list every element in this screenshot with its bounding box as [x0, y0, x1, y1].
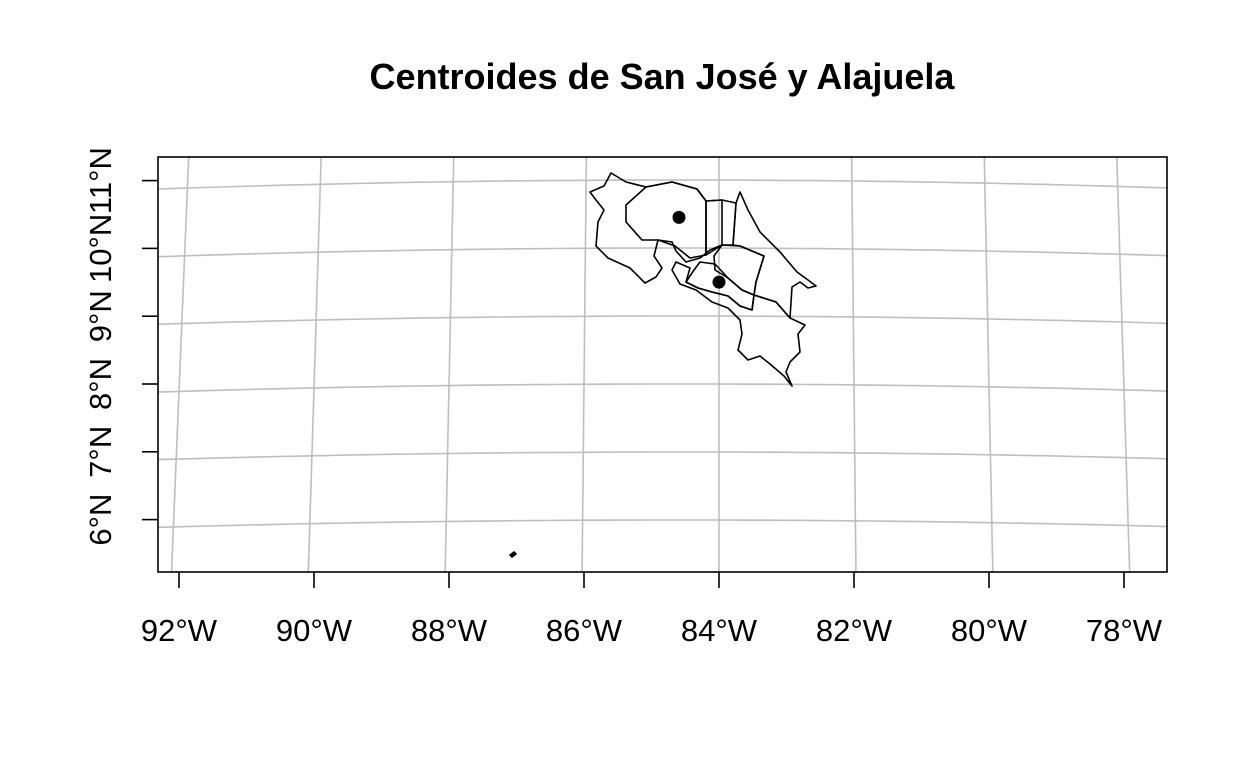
y-tick-label: 11°N [83, 147, 118, 214]
island-cocos [509, 551, 517, 558]
province-puntarenas [671, 261, 806, 387]
centroid-point [712, 275, 726, 289]
x-tick-label: 88°W [411, 613, 488, 648]
parallel-line [158, 519, 1167, 529]
axes: 92°W 90°W 88°W 86°W 84°W 82°W 80°W 78°W 6°N 7°N 8°… [83, 147, 1163, 648]
x-tick-label: 92°W [141, 613, 218, 648]
x-tick-label: 82°W [816, 613, 893, 648]
map-title: Centroides de San José y Alajuela [369, 56, 955, 97]
x-tick-label: 84°W [681, 613, 758, 648]
x-tick-label: 86°W [546, 613, 623, 648]
y-tick-label: 8°N [83, 358, 118, 410]
plot-frame [157, 156, 1168, 573]
province-limon [732, 191, 817, 319]
y-tick-label: 7°N [83, 426, 118, 478]
x-tick-label: 80°W [951, 613, 1028, 648]
parallel-line [158, 179, 1167, 190]
x-tick-label: 78°W [1086, 613, 1163, 648]
parallel-line [158, 315, 1167, 326]
y-tick-label: 9°N [83, 290, 118, 342]
centroid-point [672, 210, 686, 224]
x-tick-label: 90°W [276, 613, 353, 648]
province-guanacaste [589, 172, 707, 284]
centroid-points [672, 210, 726, 289]
graticule [102, 112, 1199, 597]
y-tick-label: 6°N [83, 494, 118, 546]
province-outlines [509, 172, 817, 558]
parallel-line [158, 247, 1167, 258]
parallel-line [124, 112, 1182, 123]
y-tick-label: 10°N [83, 214, 118, 283]
parallel-line [102, 588, 1199, 597]
parallel-line [158, 383, 1167, 393]
province-alajuela [625, 181, 723, 263]
parallel-line [158, 451, 1167, 461]
